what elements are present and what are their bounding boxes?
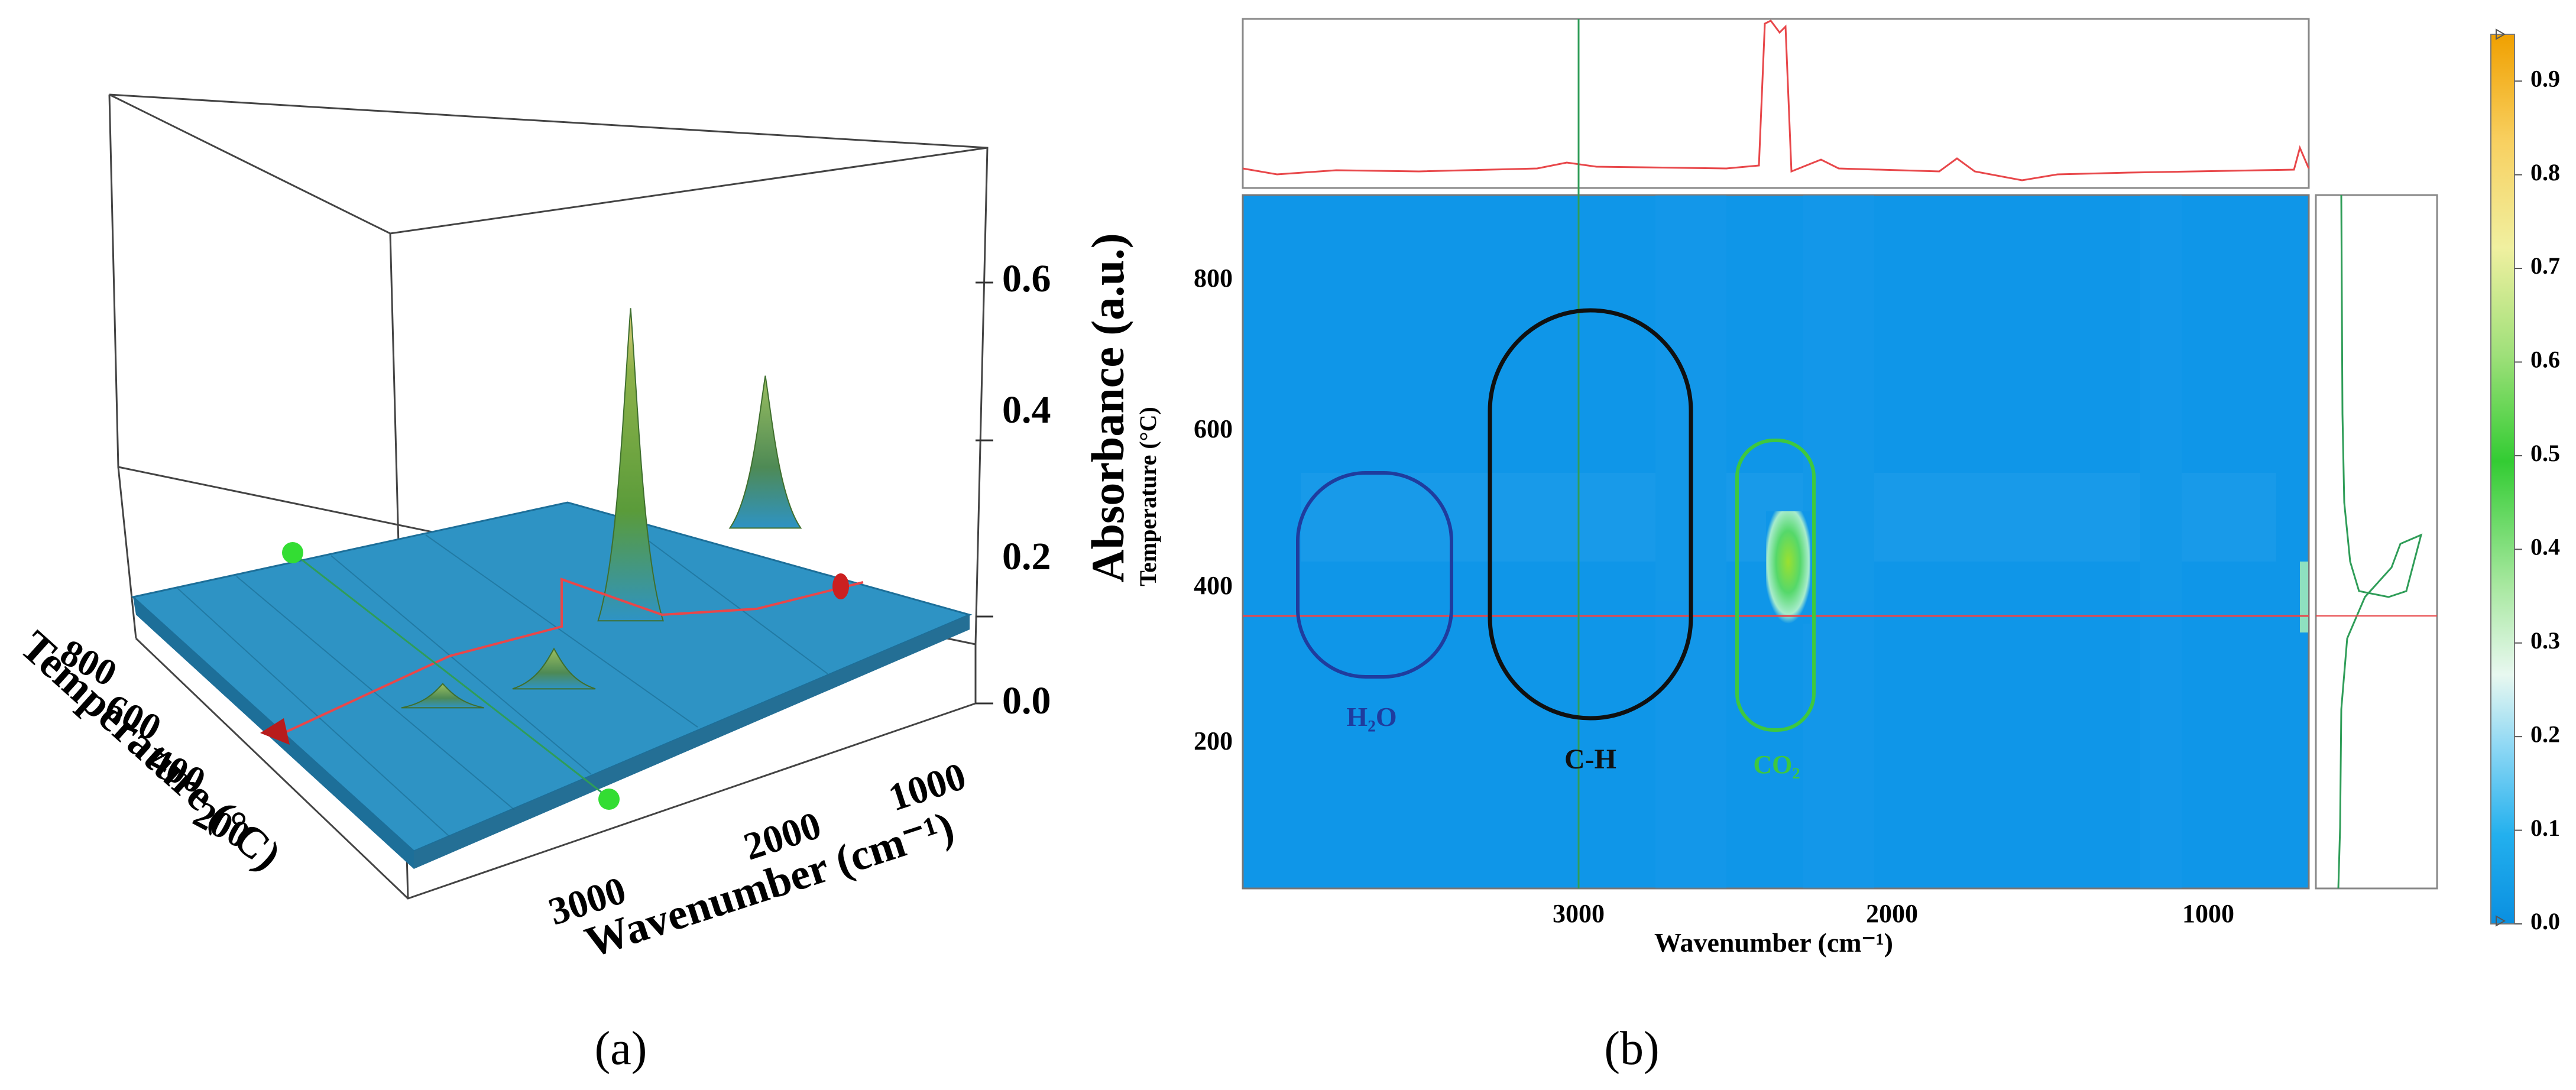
panel-b-heatmap: H₂O C-H CO₂ 800 600 400 200 Temperature … (1135, 18, 2560, 1075)
temperature-marker-left[interactable] (260, 718, 290, 745)
absorbance-peak (728, 375, 802, 529)
z-axis-title: Absorbance (a.u.) (1082, 233, 1133, 583)
co2-hotspot (1766, 511, 1810, 624)
surface-right-edge (414, 615, 970, 869)
colorbar: 0.0 0.1 0.2 0.3 0.4 0.5 0.6 0.7 0.8 0.9 (2490, 28, 2560, 935)
panel-a-3d-surface: 0.0 0.2 0.4 0.6 Absorbance (a.u.) 800 60… (11, 93, 1133, 1075)
box-bottom-edges (135, 637, 976, 900)
wavenumber-slice-line (292, 552, 610, 799)
z-tick-label: 0.6 (1002, 257, 1051, 300)
wavenumber-marker-bottom[interactable] (598, 789, 620, 810)
colorbar-gradient (2490, 34, 2515, 924)
heatmap-y-axis: 800 600 400 200 Temperature (°C) (1135, 264, 1233, 755)
ch-region-label: C-H (1564, 744, 1616, 775)
x-tick-label: 1000 (2182, 899, 2234, 928)
wavenumber-marker-top[interactable] (282, 542, 303, 563)
co2-region-label: CO₂ (1753, 750, 1800, 779)
colorbar-tick-label: 0.0 (2530, 908, 2560, 935)
colorbar-tick-label: 0.1 (2530, 815, 2560, 841)
colorbar-tick-label: 0.2 (2530, 721, 2560, 747)
absorbance-peak (597, 308, 664, 622)
y-tick-label: 400 (1194, 571, 1233, 600)
colorbar-tick-label: 0.9 (2530, 65, 2560, 92)
y-tick-label: 800 (1194, 264, 1233, 293)
panel-label-a: (a) (595, 1023, 647, 1075)
box-top-edges (109, 93, 988, 235)
ch-region-ring (1488, 308, 1693, 721)
colorbar-tick-label: 0.8 (2530, 159, 2560, 186)
z-tick-label: 0.2 (1002, 535, 1051, 578)
absorbance-peak (401, 683, 485, 709)
z-tick-label: 0.0 (1002, 679, 1051, 722)
x-tick-label: 3000 (1553, 899, 1605, 928)
absorbance-peak (512, 647, 596, 690)
x-axis-title: Wavenumber (cm⁻¹) (1654, 927, 1893, 958)
colorbar-tick-label: 0.6 (2530, 346, 2560, 373)
colorbar-tick-label: 0.7 (2530, 252, 2560, 279)
heatmap-x-axis: 3000 2000 1000 Wavenumber (cm⁻¹) (1553, 899, 2234, 958)
colorbar-max-handle[interactable] (2496, 28, 2506, 40)
top-spectrum-line (1242, 20, 2310, 181)
right-profile-line (2337, 194, 2423, 889)
x-tick-label: 2000 (1866, 899, 1918, 928)
edge-hotspot (2300, 562, 2308, 632)
y-tick-label: 200 (1194, 726, 1233, 755)
y-tick-label: 600 (1194, 414, 1233, 443)
colorbar-min-handle[interactable] (2496, 915, 2506, 927)
h2o-region-ring (1296, 471, 1453, 679)
surface-ridges (177, 520, 828, 837)
z-axis: 0.0 0.2 0.4 0.6 Absorbance (a.u.) (976, 233, 1133, 722)
heatmap-texture (1301, 195, 2276, 888)
temperature-marker-right[interactable] (832, 573, 849, 599)
z-tick-label: 0.4 (1002, 388, 1051, 432)
top-spectrum-frame (1242, 18, 2310, 189)
colorbar-tick-label: 0.5 (2530, 440, 2560, 466)
peaks-group (401, 308, 802, 709)
panel-label-b: (b) (1604, 1023, 1659, 1075)
box-left-vertical (117, 466, 137, 639)
right-profile-frame (2315, 194, 2438, 890)
co2-region-ring (1735, 439, 1816, 732)
colorbar-tick-label: 0.4 (2530, 533, 2560, 560)
h2o-region-label: H₂O (1346, 702, 1396, 732)
wavenumber-axis: 3000 2000 1000 Wavenumber (cm⁻¹) (543, 754, 971, 967)
y-axis-title: Temperature (°C) (1135, 407, 1161, 586)
colorbar-tick-label: 0.3 (2530, 627, 2560, 654)
